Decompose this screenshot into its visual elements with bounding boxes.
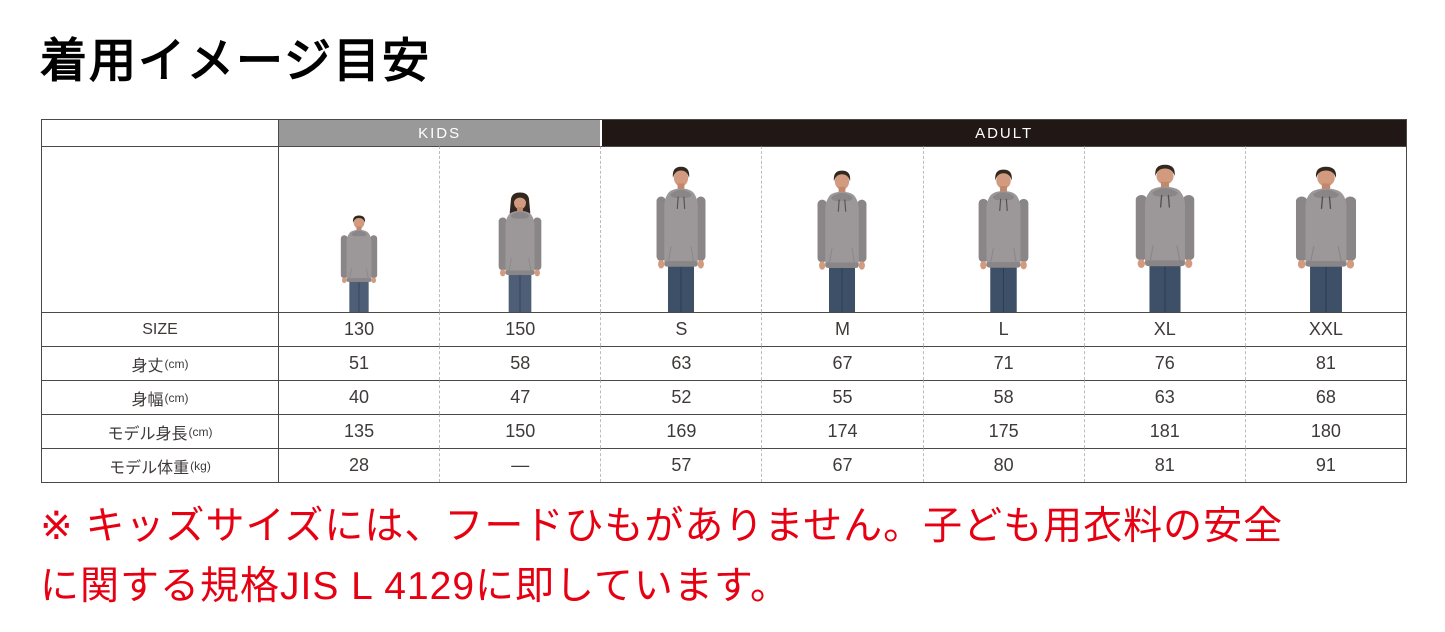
adult-model-figure-xl: [1128, 161, 1202, 312]
cell-model-height-m: 174: [761, 414, 923, 448]
cell-body-length-l: 71: [922, 346, 1084, 380]
model-photo-cell-l: [922, 146, 1084, 312]
model-photo-cell-s: [600, 146, 762, 312]
table-corner-cell: [42, 120, 278, 146]
adult-model-figure-xxl: [1288, 163, 1364, 312]
size-chart-table: KIDS ADULT SIZE 130 150 S M L XL XXL 身丈(…: [41, 119, 1407, 483]
kids-size-note-line1: ※ キッズサイズには、フードひもがありません。子ども用衣料の安全: [40, 505, 1284, 548]
cell-model-weight-xl: 81: [1083, 448, 1245, 482]
cell-body-width-s: 52: [600, 380, 762, 414]
row-label-size: SIZE: [42, 312, 278, 346]
kids-group-header: KIDS: [278, 120, 601, 146]
row-label-model-height-unit: (cm): [188, 424, 213, 439]
kids-size-note: ※ キッズサイズには、フードひもがありません。子ども用衣料の安全 に関する規格J…: [40, 497, 1445, 618]
adult-model-figure-s: [650, 163, 712, 312]
cell-body-length-s: 63: [600, 346, 762, 380]
row-label-body-width-text: 身幅: [131, 391, 164, 409]
page-title: 着用イメージ目安: [40, 34, 432, 87]
row-label-body-length-unit: (cm): [164, 356, 189, 371]
model-photo-cell-m: [761, 146, 923, 312]
cell-body-length-xl: 76: [1083, 346, 1245, 380]
row-label-model-weight-unit: (kg): [190, 458, 211, 473]
cell-model-weight-130: 28: [278, 448, 440, 482]
cell-size-l: L: [922, 312, 1084, 346]
cell-body-width-150: 47: [439, 380, 601, 414]
cell-model-weight-s: 57: [600, 448, 762, 482]
cell-model-height-xl: 181: [1083, 414, 1245, 448]
cell-model-height-l: 175: [922, 414, 1084, 448]
row-label-body-length: 身丈 (cm): [42, 346, 278, 380]
row-label-body-width: 身幅 (cm): [42, 380, 278, 414]
cell-model-weight-m: 67: [761, 448, 923, 482]
cell-body-length-m: 67: [761, 346, 923, 380]
model-row-label-cell: [42, 146, 278, 312]
cell-body-width-xl: 63: [1083, 380, 1245, 414]
cell-body-width-l: 58: [922, 380, 1084, 414]
adult-model-figure-m: [811, 167, 873, 312]
model-photo-cell-150: [439, 146, 601, 312]
adult-group-header: ADULT: [600, 120, 1406, 146]
row-label-model-height-text: モデル身長: [107, 425, 188, 443]
model-photo-cell-xxl: [1244, 146, 1406, 312]
cell-size-s: S: [600, 312, 762, 346]
row-label-model-weight-text: モデル体重: [109, 459, 190, 477]
row-label-size-text: SIZE: [142, 320, 178, 338]
cell-model-weight-150: —: [439, 448, 601, 482]
cell-size-xl: XL: [1083, 312, 1245, 346]
kid-model-figure-150: [493, 190, 547, 312]
cell-size-xxl: XXL: [1244, 312, 1406, 346]
cell-model-height-s: 169: [600, 414, 762, 448]
row-label-body-width-unit: (cm): [164, 390, 189, 405]
cell-model-weight-l: 80: [922, 448, 1084, 482]
cell-body-width-130: 40: [278, 380, 440, 414]
cell-body-width-xxl: 68: [1244, 380, 1406, 414]
row-label-body-length-text: 身丈: [131, 357, 164, 375]
kid-model-figure-130: [336, 213, 382, 312]
cell-model-height-130: 135: [278, 414, 440, 448]
cell-body-width-m: 55: [761, 380, 923, 414]
cell-body-length-130: 51: [278, 346, 440, 380]
model-photo-cell-xl: [1083, 146, 1245, 312]
cell-size-m: M: [761, 312, 923, 346]
cell-model-height-xxl: 180: [1244, 414, 1406, 448]
cell-body-length-150: 58: [439, 346, 601, 380]
adult-model-figure-l: [972, 166, 1035, 312]
cell-model-height-150: 150: [439, 414, 601, 448]
cell-size-130: 130: [278, 312, 440, 346]
kids-size-note-line2: に関する規格JIS L 4129に即しています。: [40, 565, 790, 609]
cell-model-weight-xxl: 91: [1244, 448, 1406, 482]
cell-body-length-xxl: 81: [1244, 346, 1406, 380]
row-label-model-weight: モデル体重 (kg): [42, 448, 278, 482]
model-photo-cell-130: [278, 146, 440, 312]
row-label-model-height: モデル身長 (cm): [42, 414, 278, 448]
cell-size-150: 150: [439, 312, 601, 346]
